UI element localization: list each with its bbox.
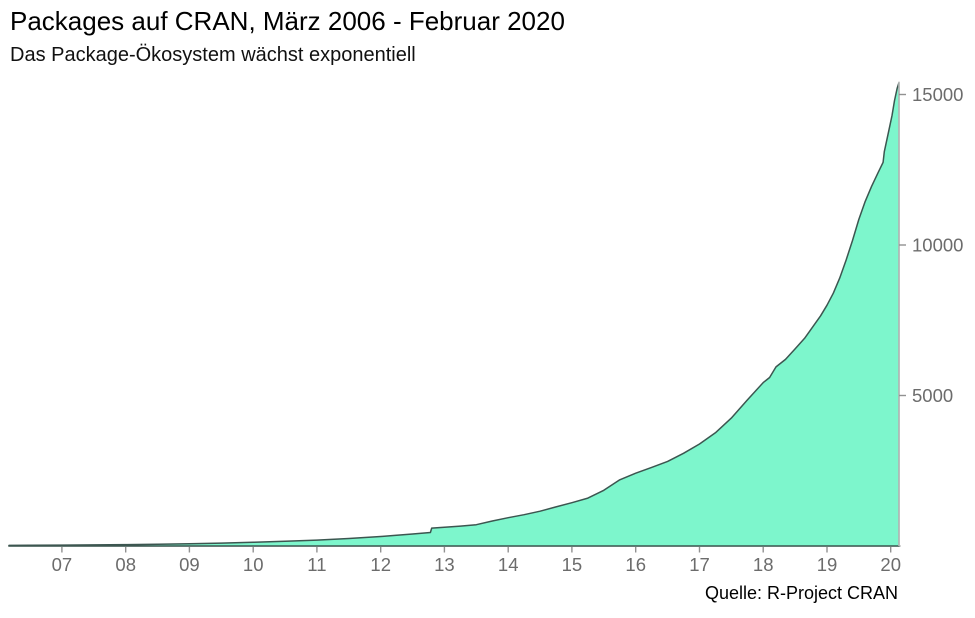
- y-tick-label: 5000: [912, 385, 953, 406]
- x-tick-label: 08: [115, 554, 136, 575]
- y-tick-label: 15000: [912, 84, 963, 105]
- chart-source-caption: Quelle: R-Project CRAN: [704, 583, 898, 603]
- x-tick-label: 11: [307, 554, 326, 575]
- chart-subtitle: Das Package-Ökosystem wächst exponentiel…: [10, 44, 416, 66]
- x-tick-label: 12: [370, 554, 391, 575]
- x-tick-label: 17: [689, 554, 710, 575]
- x-tick-label: 07: [52, 554, 73, 575]
- x-tick-label: 19: [817, 554, 838, 575]
- x-tick-label: 16: [625, 554, 646, 575]
- x-tick-label: 15: [562, 554, 583, 575]
- x-tick-label: 18: [753, 554, 774, 575]
- area-series: [8, 81, 900, 547]
- y-tick-label: 10000: [912, 235, 963, 256]
- x-tick-label: 10: [243, 554, 264, 575]
- x-tick-label: 20: [880, 554, 901, 575]
- chart-title: Packages auf CRAN, März 2006 - Februar 2…: [10, 6, 565, 36]
- x-tick-label: 13: [434, 554, 455, 575]
- x-tick-label: 09: [179, 554, 200, 575]
- x-tick-label: 14: [498, 554, 519, 575]
